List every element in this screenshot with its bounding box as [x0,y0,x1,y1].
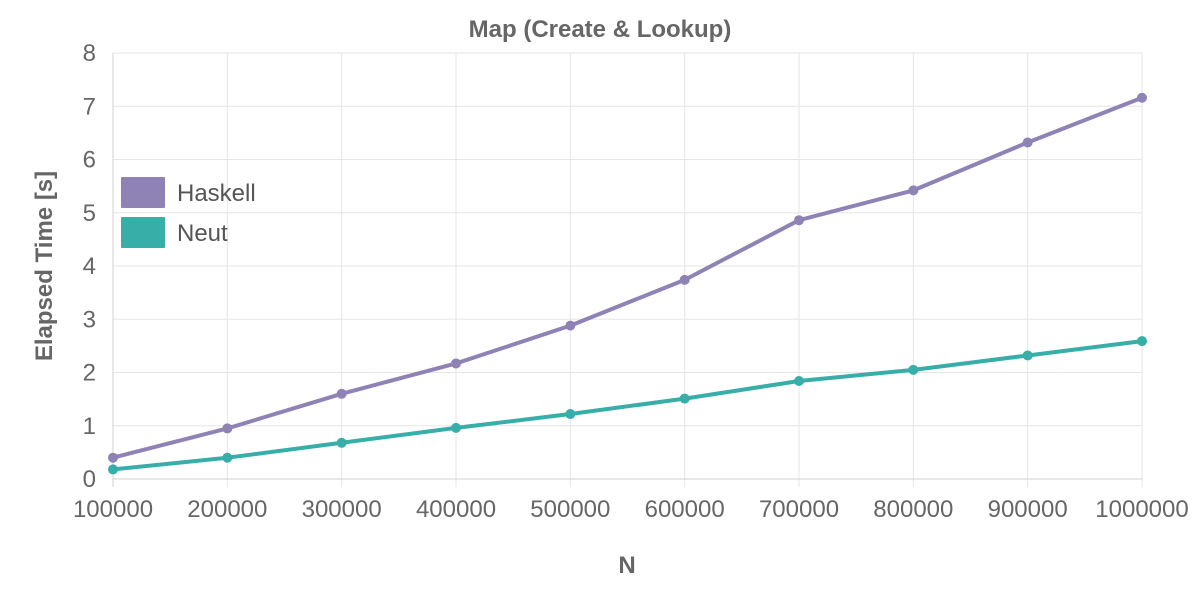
data-point-haskell [565,320,576,331]
x-tick-label: 900000 [988,496,1068,523]
data-point-haskell [1137,92,1147,103]
data-point-neut [794,376,804,387]
y-tick-label: 2 [83,360,96,387]
legend-item-haskell[interactable]: Haskell [121,177,256,208]
y-tick-label: 7 [83,93,96,120]
data-point-neut [1137,336,1147,347]
y-tick-label: 1 [83,413,96,440]
x-tick-label: 100000 [73,496,153,523]
legend-item-neut[interactable]: Neut [121,217,228,248]
x-tick-label: 300000 [302,496,382,523]
axes [112,53,1142,480]
data-point-neut [565,409,576,420]
x-tick-label: 200000 [187,496,267,523]
series-line-haskell [111,95,1144,460]
legend-label: Neut [177,220,228,247]
y-axis-ticks: 0 1 2 3 4 5 6 7 8 [83,40,96,493]
grid [112,52,1143,487]
x-axis-ticks: 100000 200000 300000 400000 500000 600000 7000… [73,496,1189,523]
series-lines [108,92,1147,475]
legend-swatch [121,177,165,208]
x-tick-label: 1000000 [1095,496,1188,523]
chart-title: Map (Create & Lookup) [469,16,732,43]
legend-label: Haskell [177,180,256,207]
legend-swatch [121,217,165,248]
data-point-haskell [1022,137,1033,148]
data-point-haskell [794,215,804,226]
legend: Haskell Neut [121,177,256,248]
x-tick-label: 600000 [645,496,725,523]
data-point-neut [336,437,347,448]
data-point-neut [451,422,461,433]
data-point-neut [222,452,233,463]
x-axis-title: N [618,552,635,579]
series-line-neut [111,339,1144,472]
data-point-neut [908,364,919,375]
data-point-haskell [908,185,919,196]
data-point-haskell [336,388,347,399]
y-tick-label: 8 [83,40,96,67]
y-tick-label: 6 [83,147,96,174]
data-point-haskell [222,423,233,434]
y-tick-label: 4 [83,253,96,280]
data-point-haskell [451,358,461,369]
data-point-neut [1022,350,1033,361]
series-neut [108,336,1147,475]
data-point-neut [108,464,118,475]
data-point-haskell [108,452,118,463]
x-tick-label: 700000 [759,496,839,523]
y-tick-label: 3 [83,306,96,333]
x-tick-label: 800000 [873,496,953,523]
x-tick-label: 500000 [530,496,610,523]
y-tick-label: 0 [83,466,96,493]
y-axis-title: Elapsed Time [s] [31,171,58,361]
y-tick-label: 5 [83,200,96,227]
data-point-neut [679,393,690,404]
series-haskell [108,92,1147,463]
data-point-haskell [679,274,690,285]
x-tick-label: 400000 [416,496,496,523]
